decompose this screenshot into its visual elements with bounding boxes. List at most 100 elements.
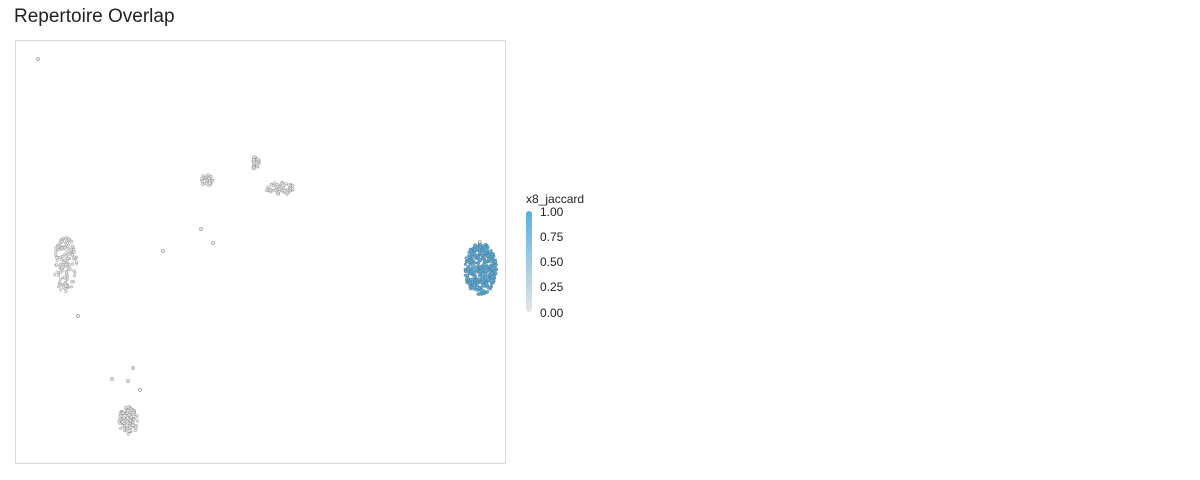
- data-point: [464, 256, 468, 260]
- data-point: [58, 283, 62, 287]
- data-point: [478, 245, 482, 249]
- legend: x8_jaccard 1.00 0.75 0.50 0.25 0.00: [526, 192, 585, 319]
- data-point: [470, 277, 474, 281]
- data-point: [68, 268, 72, 272]
- data-point: [283, 189, 287, 193]
- legend-tick-label: 0.75: [540, 230, 564, 244]
- data-point: [207, 176, 211, 180]
- data-point: [481, 256, 485, 261]
- data-point: [65, 250, 69, 254]
- data-point: [64, 289, 68, 293]
- data-point: [65, 274, 70, 278]
- cluster-group: [463, 242, 499, 296]
- data-point: [470, 259, 474, 263]
- data-point: [54, 263, 59, 267]
- data-point: [488, 273, 492, 277]
- data-point: [279, 181, 284, 185]
- data-point: [134, 426, 138, 430]
- data-point: [36, 57, 40, 61]
- data-point: [266, 185, 270, 189]
- data-point: [463, 262, 467, 266]
- cluster-group: [264, 180, 295, 196]
- data-point: [136, 419, 140, 423]
- data-point: [468, 247, 472, 251]
- data-point: [127, 429, 131, 433]
- data-point: [256, 157, 260, 161]
- data-point: [484, 266, 488, 270]
- cluster-group: [117, 405, 140, 436]
- data-point: [487, 259, 492, 264]
- data-point: [208, 181, 212, 185]
- data-point: [477, 278, 481, 282]
- data-point: [473, 248, 477, 252]
- data-point: [473, 244, 477, 248]
- data-point: [65, 271, 69, 275]
- data-point: [121, 411, 125, 415]
- data-point: [268, 188, 272, 192]
- data-point: [480, 288, 484, 292]
- cluster-group: [251, 155, 261, 171]
- data-point: [484, 282, 488, 286]
- data-point: [478, 270, 482, 274]
- data-point: [63, 276, 67, 280]
- data-point: [125, 420, 129, 424]
- data-point: [475, 267, 479, 271]
- data-point: [64, 236, 69, 240]
- data-point: [59, 288, 63, 292]
- data-point: [467, 267, 471, 271]
- data-point: [121, 424, 125, 428]
- data-point: [65, 259, 69, 263]
- data-point: [55, 258, 59, 263]
- data-point: [489, 280, 493, 284]
- data-point: [473, 275, 477, 279]
- data-point: [59, 262, 63, 266]
- data-point: [60, 258, 64, 262]
- cluster-group: [200, 173, 214, 188]
- data-point: [493, 264, 497, 268]
- data-point: [287, 188, 291, 193]
- data-point: [67, 237, 71, 241]
- data-point: [211, 241, 215, 245]
- data-point: [490, 253, 494, 257]
- data-point: [480, 285, 484, 289]
- data-point: [492, 269, 497, 273]
- data-point: [54, 253, 58, 257]
- data-point: [71, 262, 75, 266]
- data-point: [485, 274, 489, 278]
- data-point: [478, 257, 482, 261]
- data-point: [63, 246, 67, 250]
- data-point: [62, 260, 66, 264]
- data-point: [57, 274, 61, 278]
- data-point: [133, 415, 137, 419]
- legend-title: x8_jaccard: [526, 192, 585, 206]
- data-point: [200, 179, 204, 184]
- data-point: [131, 423, 135, 428]
- data-point: [161, 249, 165, 253]
- data-point: [472, 283, 476, 287]
- legend-tick-label: 0.50: [540, 255, 564, 269]
- data-point: [132, 410, 136, 414]
- data-point: [70, 240, 74, 244]
- data-point: [110, 377, 114, 381]
- data-point: [276, 192, 280, 196]
- data-point: [67, 252, 71, 256]
- legend-tick-label: 1.00: [540, 205, 564, 219]
- data-point: [72, 269, 76, 273]
- data-point: [264, 188, 269, 192]
- data-point: [127, 413, 131, 417]
- data-point: [470, 269, 474, 273]
- data-point: [494, 267, 499, 271]
- data-point: [126, 405, 130, 409]
- data-point: [486, 290, 490, 294]
- data-point: [126, 416, 130, 420]
- data-point: [488, 285, 492, 289]
- data-point: [122, 416, 126, 420]
- data-point: [478, 266, 483, 270]
- data-point: [61, 285, 66, 289]
- data-point: [56, 247, 60, 252]
- data-point: [128, 419, 132, 423]
- data-point: [478, 240, 482, 244]
- data-point: [472, 252, 476, 256]
- data-point: [493, 260, 497, 264]
- data-point: [132, 418, 136, 422]
